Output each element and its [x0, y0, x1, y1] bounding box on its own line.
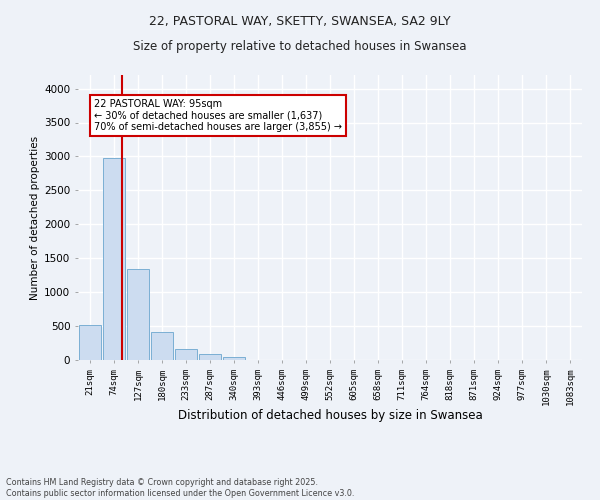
X-axis label: Distribution of detached houses by size in Swansea: Distribution of detached houses by size … [178, 410, 482, 422]
Text: Contains HM Land Registry data © Crown copyright and database right 2025.
Contai: Contains HM Land Registry data © Crown c… [6, 478, 355, 498]
Bar [127, 269, 149, 360]
Text: 22 PASTORAL WAY: 95sqm
← 30% of detached houses are smaller (1,637)
70% of semi-: 22 PASTORAL WAY: 95sqm ← 30% of detached… [94, 99, 343, 132]
Text: 22, PASTORAL WAY, SKETTY, SWANSEA, SA2 9LY: 22, PASTORAL WAY, SKETTY, SWANSEA, SA2 9… [149, 15, 451, 28]
Bar [79, 326, 101, 360]
Bar [151, 332, 173, 360]
Text: Size of property relative to detached houses in Swansea: Size of property relative to detached ho… [133, 40, 467, 53]
Bar [223, 356, 245, 360]
Bar [103, 158, 125, 360]
Bar [175, 349, 197, 360]
Bar [199, 354, 221, 360]
Y-axis label: Number of detached properties: Number of detached properties [30, 136, 40, 300]
